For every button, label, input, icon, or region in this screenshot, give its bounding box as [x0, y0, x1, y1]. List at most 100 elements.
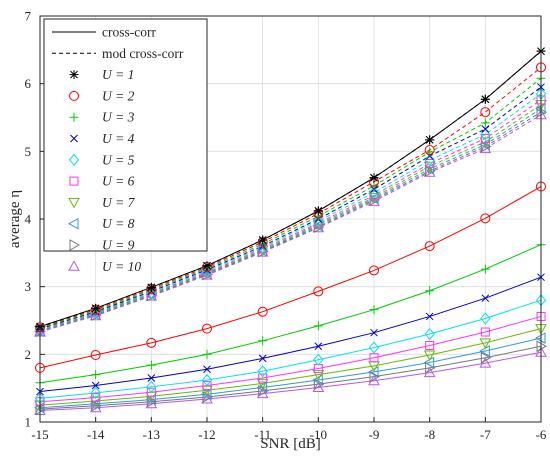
data-point-u4 — [314, 342, 323, 351]
data-point-u7 — [423, 350, 436, 362]
data-point-u5 — [90, 386, 101, 399]
data-point-u9 — [313, 378, 325, 390]
data-point-u5 — [313, 353, 324, 366]
data-point-u3 — [369, 305, 379, 315]
data-point-u6 — [202, 380, 212, 390]
series-line-mod-u6 — [39, 99, 542, 331]
y-tick-label: 5 — [25, 144, 32, 159]
data-point-u8 — [479, 345, 490, 357]
data-point-mod-u7 — [368, 192, 380, 204]
data-point-u4 — [147, 374, 156, 382]
legend-marker-u5 — [68, 153, 80, 166]
legend-label-name: U = 1 — [102, 67, 134, 82]
series-line-mod-u7 — [39, 104, 542, 332]
data-point-u5 — [146, 380, 157, 393]
legend-marker-u7 — [68, 197, 80, 209]
data-point-mod-u3 — [425, 147, 435, 157]
legend-marker-u9 — [69, 239, 81, 251]
data-point-mod-u1 — [425, 135, 435, 145]
data-point-u4 — [258, 354, 267, 363]
data-point-u5 — [257, 365, 268, 378]
series-line-mod-u4 — [39, 86, 542, 330]
data-point-u2 — [369, 265, 379, 276]
data-point-mod-u6 — [480, 133, 490, 143]
y-tick-label: 3 — [25, 279, 32, 294]
legend-label-name: U = 9 — [102, 238, 135, 253]
x-tick-label: -13 — [143, 427, 160, 442]
data-point-mod-u8 — [423, 163, 435, 175]
legend-label-name: U = 10 — [102, 259, 141, 274]
y-tick-label: 2 — [25, 347, 32, 362]
data-point-u2 — [424, 241, 435, 252]
legend-label: U = 2 — [102, 88, 135, 103]
legend-label-name: U = 8 — [102, 216, 135, 231]
data-point-mod-u1 — [480, 94, 490, 104]
data-point-mod-u6 — [369, 190, 379, 200]
data-point-mod-u5 — [368, 186, 380, 199]
legend-label: U = 3 — [102, 110, 135, 125]
data-point-mod-u1 — [369, 173, 379, 183]
data-point-u4 — [481, 294, 490, 303]
data-point-mod-u1 — [146, 282, 156, 292]
legend-marker-u3 — [69, 112, 79, 122]
series-markers — [33, 46, 548, 415]
data-point-u3 — [480, 264, 490, 274]
legend-marker-u10 — [68, 260, 80, 271]
data-point-mod-u6 — [425, 159, 435, 169]
data-point-u9 — [146, 395, 158, 408]
data-point-mod-u3 — [480, 118, 490, 128]
x-tick-label: -7 — [480, 427, 491, 442]
x-tick-label: -8 — [424, 427, 435, 442]
y-axis: 1 2 3 4 5 6 7 — [25, 9, 45, 430]
data-point-u3 — [258, 336, 268, 346]
x-tick-label: -11 — [254, 427, 271, 442]
data-point-u6 — [425, 341, 435, 351]
legend-label: U = 5 — [102, 152, 135, 167]
data-point-u4 — [203, 365, 211, 374]
legend-marker-u4 — [70, 134, 78, 143]
data-point-u3 — [313, 321, 323, 331]
series-line-u9 — [39, 345, 542, 410]
legend-label: U = 9 — [102, 238, 135, 253]
data-point-mod-u4 — [481, 125, 490, 133]
series-line-u6 — [39, 315, 542, 403]
data-point-u3 — [202, 349, 212, 359]
series-line-u7 — [39, 328, 542, 406]
legend-marker-u2 — [69, 90, 79, 101]
series-line-u4 — [39, 276, 542, 393]
data-point-mod-u5 — [313, 214, 324, 228]
legend-label: U = 8 — [102, 216, 135, 231]
data-point-u5 — [480, 312, 491, 325]
series-lines — [39, 50, 542, 411]
x-tick-label: -9 — [369, 427, 380, 442]
y-tick-label: 4 — [25, 212, 32, 227]
legend-marker-u8 — [67, 217, 79, 230]
data-point-u7 — [479, 338, 492, 349]
x-tick-label: -6 — [536, 427, 547, 442]
data-point-mod-u1 — [91, 303, 101, 313]
legend-label-name: U = 6 — [102, 174, 135, 189]
data-point-mod-u1 — [202, 261, 212, 271]
data-point-mod-u9 — [425, 165, 436, 177]
data-point-u8 — [200, 388, 212, 401]
data-point-u6 — [480, 327, 490, 337]
data-point-u7 — [201, 385, 213, 397]
y-tick-label: 1 — [25, 415, 32, 430]
legend-label-name: U = 2 — [102, 88, 135, 103]
data-point-u8 — [312, 374, 323, 386]
series-line-u3 — [39, 244, 542, 384]
series-line-mod-u9 — [39, 111, 542, 332]
x-axis: -15 -14 -13 -12 -11 -10 -9 -8 -7 -6 — [31, 417, 547, 442]
data-point-u2 — [90, 350, 101, 361]
data-point-u6 — [146, 387, 156, 397]
series-line-u10 — [39, 351, 542, 411]
legend-label: mod cross-corr — [102, 46, 184, 61]
data-point-u9 — [91, 399, 102, 412]
data-point-u7 — [256, 378, 269, 390]
data-point-u10 — [479, 357, 492, 368]
x-tick-label: -14 — [87, 427, 105, 442]
data-point-mod-u2 — [480, 107, 491, 118]
legend-marker-u6 — [69, 176, 79, 186]
data-point-u5 — [201, 373, 213, 387]
